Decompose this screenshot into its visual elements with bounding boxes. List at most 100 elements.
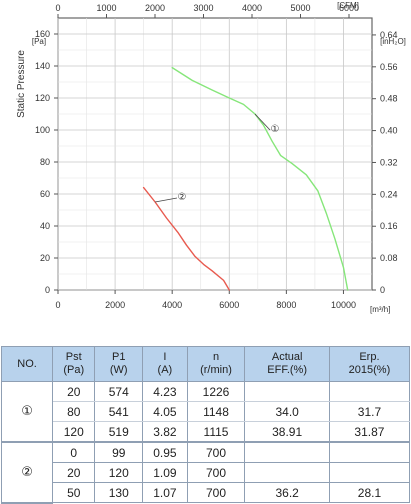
table-cell: 120 (52, 421, 96, 443)
table-cell: 1.09 (142, 462, 188, 483)
plot-frame (57, 17, 373, 291)
table-cell: 1148 (186, 401, 246, 422)
y-tick-label: 20 (40, 253, 50, 263)
y-tick-label: 40 (40, 221, 50, 231)
header-cell: NO. (0, 346, 54, 382)
table-cell: 34.0 (244, 401, 330, 422)
top-tick-label: 6000 (339, 3, 359, 13)
table-cell (244, 441, 330, 463)
table-cell: 120 (94, 462, 144, 483)
callout-label-2: ② (178, 192, 187, 203)
table-cell (328, 381, 411, 402)
table-cell: 80 (52, 401, 96, 422)
y-tick-label: 160 (35, 29, 50, 39)
table-cell: 20 (52, 381, 96, 402)
y-axis-title: Static Pressure (16, 50, 27, 118)
table-row: 50 130 1.07 700 36.2 28.1 (2, 482, 411, 503)
table-cell: 0.95 (142, 441, 188, 463)
table-cell: 28.1 (328, 482, 411, 503)
x-tick-label: 2000 (105, 300, 125, 310)
right-tick-label: 0.64 (380, 30, 398, 40)
table-cell: 1.07 (142, 482, 188, 503)
table-cell: 541 (94, 401, 144, 422)
header-cell: Pst (Pa) (52, 346, 96, 382)
x-tick-label: 6000 (219, 300, 239, 310)
fan-performance-chart: 0 2000 4000 6000 8000 10000 [m³/h] 0 20 40 60 80 100… (16, 1, 406, 314)
right-tick-label: 0.24 (380, 189, 398, 199)
table-cell (244, 462, 330, 483)
table-cell: 31.87 (328, 421, 411, 443)
chart-axes: 0 2000 4000 6000 8000 10000 [m³/h]020406080100… (16, 1, 406, 314)
header-cell: Erp. 2015(%) (328, 346, 411, 382)
x-tick-label: 10000 (331, 300, 356, 310)
table-cell: 31.7 (328, 401, 411, 422)
y-tick-label: 0 (45, 285, 50, 295)
table-cell: 130 (94, 482, 144, 503)
table-cell: 3.82 (142, 421, 188, 443)
callout-leader-2 (154, 197, 178, 203)
right-tick-label: 0.32 (380, 157, 398, 167)
table-cell: 519 (94, 421, 144, 443)
performance-table: NO. Pst (Pa) P1 (W) I (A) n (r/min) Actual EFF.(%)… (0, 346, 411, 504)
performance-table-header: NO. Pst (Pa) P1 (W) I (A) n (r/min) Actual EFF.(%)… (0, 346, 411, 382)
table-row: 80 541 4.05 1148 34.0 31.7 (2, 401, 411, 422)
top-tick-label: 3000 (193, 3, 213, 13)
series-line-2 (142, 186, 231, 291)
table-cell: 99 (94, 441, 144, 463)
chart-canvas: 0 2000 4000 6000 8000 10000 [m³/h]020406080100… (16, 1, 406, 314)
y-tick-label: 140 (35, 61, 50, 71)
table-cell: 50 (52, 482, 96, 503)
table-cell (244, 381, 330, 402)
callout-leader-1 (254, 113, 271, 131)
right-tick-label: 0.08 (380, 253, 398, 263)
header-cell: Actual EFF.(%) (244, 346, 330, 382)
top-unit-label: [CFM] (337, 1, 359, 10)
y-tick-label: 80 (40, 157, 50, 167)
table-cell: 4.23 (142, 381, 188, 402)
group-number-cell: ② (0, 441, 54, 504)
table-cell: 38.91 (244, 421, 330, 443)
callout-label-1: ① (271, 124, 280, 135)
y-tick-label: 100 (35, 125, 50, 135)
x-tick-label: 0 (55, 300, 60, 310)
y-tick-label: 60 (40, 189, 50, 199)
table-cell: 4.05 (142, 401, 188, 422)
table-cell: 0 (52, 441, 96, 463)
table-row: 120 519 3.82 1115 38.91 31.87 (2, 421, 411, 443)
table-row: ① 20 574 4.23 1226 (0, 381, 411, 443)
right-unit-label: [inH₂O] (380, 37, 406, 46)
table-cell: 700 (186, 482, 246, 503)
top-tick-label: 2000 (145, 3, 165, 13)
chart-series (142, 66, 349, 291)
top-tick-label: 1000 (96, 3, 116, 13)
y-tick-label: 120 (35, 93, 50, 103)
table-cell: 700 (186, 441, 246, 463)
table-cell: 1115 (186, 421, 246, 443)
table-cell: 20 (52, 462, 96, 483)
table-cell (328, 462, 411, 483)
series-line-1 (171, 66, 349, 291)
table-header-row: NO. Pst (Pa) P1 (W) I (A) n (r/min) Actual EFF.(%)… (0, 346, 411, 382)
right-tick-label: 0.40 (380, 126, 398, 136)
table-cell: 1226 (186, 381, 246, 402)
table-row: 20 120 1.09 700 (2, 462, 411, 483)
x-tick-label: 4000 (162, 300, 182, 310)
header-cell: I (A) (142, 346, 188, 382)
right-tick-label: 0.48 (380, 94, 398, 104)
y-unit-label: [Pa] (32, 37, 46, 46)
table-cell: 574 (94, 381, 144, 402)
right-tick-label: 0.56 (380, 62, 398, 72)
header-cell: n (r/min) (186, 346, 246, 382)
chart-callouts: ①② (154, 113, 280, 203)
table-cell (328, 441, 411, 463)
table-row: ② 0 99 0.95 700 (0, 441, 411, 504)
x-tick-label: 8000 (276, 300, 296, 310)
group-1: ① 20 574 4.23 1226 80 541 4.05 1148 34.0 31.7 120 51… (0, 381, 411, 443)
x-unit-label: [m³/h] (370, 305, 390, 314)
group-number-cell: ① (0, 381, 54, 443)
top-tick-label: 5000 (290, 3, 310, 13)
table-cell: 700 (186, 462, 246, 483)
table-cell: 36.2 (244, 482, 330, 503)
right-tick-label: 0.16 (380, 221, 398, 231)
right-tick-label: 0 (380, 285, 385, 295)
